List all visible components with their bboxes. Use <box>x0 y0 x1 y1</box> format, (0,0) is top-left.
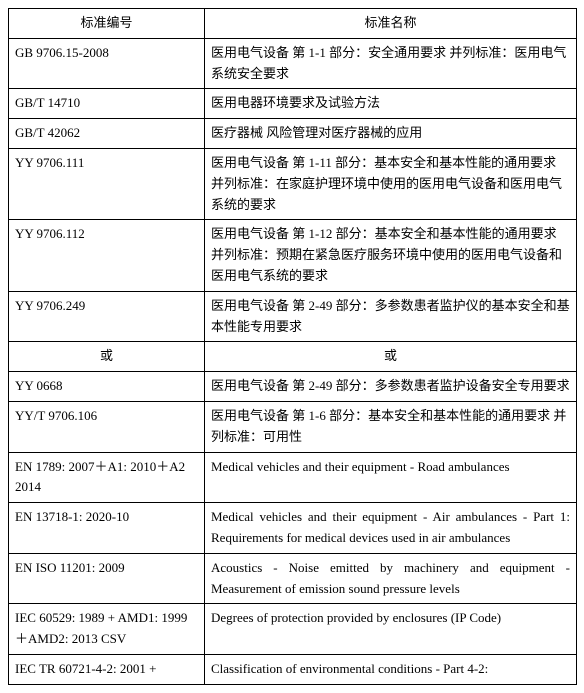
table-row: YY 9706.249医用电气设备 第 2-49 部分：多参数患者监护仪的基本安… <box>9 291 577 342</box>
cell-r6-c1: 或 <box>9 342 205 372</box>
table-row: YY/T 9706.106医用电气设备 第 1-6 部分：基本安全和基本性能的通… <box>9 401 577 452</box>
standards-table: 标准编号标准名称GB 9706.15-2008医用电气设备 第 1-1 部分：安… <box>8 8 577 685</box>
cell-r7-c2: 医用电气设备 第 2-49 部分：多参数患者监护设备安全专用要求 <box>205 372 577 402</box>
table-row: GB/T 14710医用电器环境要求及试验方法 <box>9 89 577 119</box>
cell-r3-c1: YY 9706.111 <box>9 148 205 219</box>
table-row: EN ISO 11201: 2009Acoustics - Noise emit… <box>9 553 577 604</box>
cell-r5-c2: 医用电气设备 第 2-49 部分：多参数患者监护仪的基本安全和基本性能专用要求 <box>205 291 577 342</box>
cell-r10-c2: Medical vehicles and their equipment - A… <box>205 503 577 554</box>
cell-r9-c2: Medical vehicles and their equipment - R… <box>205 452 577 503</box>
table-row: GB 9706.15-2008医用电气设备 第 1-1 部分：安全通用要求 并列… <box>9 38 577 89</box>
cell-r11-c2: Acoustics - Noise emitted by machinery a… <box>205 553 577 604</box>
cell-r9-c1: EN 1789: 2007＋A1: 2010＋A2 2014 <box>9 452 205 503</box>
cell-r8-c2: 医用电气设备 第 1-6 部分：基本安全和基本性能的通用要求 并列标准：可用性 <box>205 401 577 452</box>
cell-header-col2: 标准名称 <box>205 9 577 39</box>
cell-r13-c2: Classification of environmental conditio… <box>205 654 577 684</box>
cell-r2-c1: GB/T 42062 <box>9 119 205 149</box>
table-row: GB/T 42062医疗器械 风险管理对医疗器械的应用 <box>9 119 577 149</box>
cell-r10-c1: EN 13718-1: 2020-10 <box>9 503 205 554</box>
table-row: 或或 <box>9 342 577 372</box>
cell-r2-c2: 医疗器械 风险管理对医疗器械的应用 <box>205 119 577 149</box>
cell-r7-c1: YY 0668 <box>9 372 205 402</box>
cell-r3-c2: 医用电气设备 第 1-11 部分：基本安全和基本性能的通用要求 并列标准：在家庭… <box>205 148 577 219</box>
cell-r11-c1: EN ISO 11201: 2009 <box>9 553 205 604</box>
table-header-row: 标准编号标准名称 <box>9 9 577 39</box>
cell-r1-c2: 医用电器环境要求及试验方法 <box>205 89 577 119</box>
cell-r0-c2: 医用电气设备 第 1-1 部分：安全通用要求 并列标准：医用电气系统安全要求 <box>205 38 577 89</box>
table-row: YY 0668医用电气设备 第 2-49 部分：多参数患者监护设备安全专用要求 <box>9 372 577 402</box>
cell-r4-c2: 医用电气设备 第 1-12 部分：基本安全和基本性能的通用要求 并列标准：预期在… <box>205 220 577 291</box>
cell-r5-c1: YY 9706.249 <box>9 291 205 342</box>
cell-r13-c1: IEC TR 60721-4-2: 2001 + <box>9 654 205 684</box>
cell-header-col1: 标准编号 <box>9 9 205 39</box>
table-row: YY 9706.112医用电气设备 第 1-12 部分：基本安全和基本性能的通用… <box>9 220 577 291</box>
table-row: YY 9706.111医用电气设备 第 1-11 部分：基本安全和基本性能的通用… <box>9 148 577 219</box>
table-row: IEC TR 60721-4-2: 2001 +Classification o… <box>9 654 577 684</box>
table-row: EN 1789: 2007＋A1: 2010＋A2 2014Medical ve… <box>9 452 577 503</box>
cell-r4-c1: YY 9706.112 <box>9 220 205 291</box>
cell-r1-c1: GB/T 14710 <box>9 89 205 119</box>
table-row: EN 13718-1: 2020-10Medical vehicles and … <box>9 503 577 554</box>
cell-r8-c1: YY/T 9706.106 <box>9 401 205 452</box>
cell-r0-c1: GB 9706.15-2008 <box>9 38 205 89</box>
table-body: 标准编号标准名称GB 9706.15-2008医用电气设备 第 1-1 部分：安… <box>9 9 577 685</box>
cell-r6-c2: 或 <box>205 342 577 372</box>
